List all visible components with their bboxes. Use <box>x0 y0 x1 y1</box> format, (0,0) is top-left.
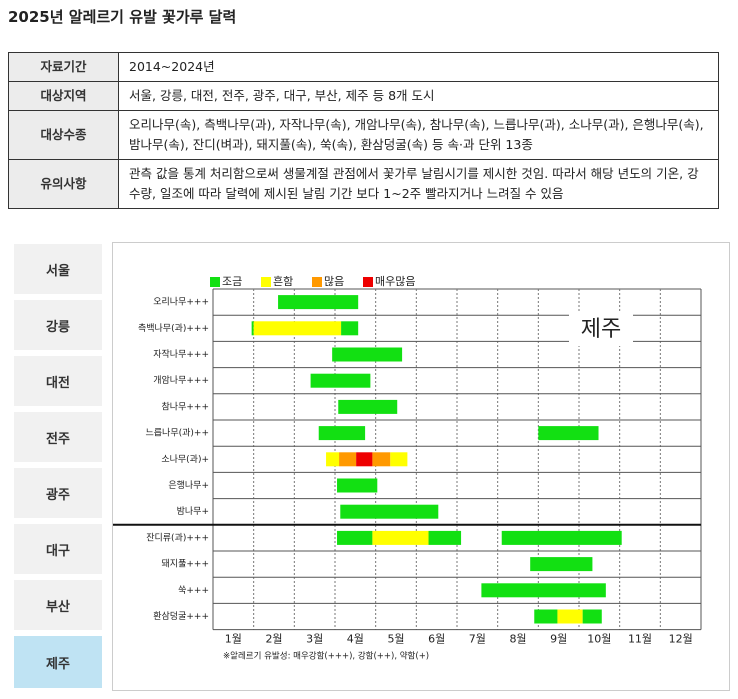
pollen-period <box>534 609 558 624</box>
info-row: 유의사항 관측 값을 통계 처리함으로써 생물계절 관점에서 꽃가루 날림시기를 … <box>8 159 719 209</box>
plant-label: 쑥+++ <box>178 585 209 596</box>
region-tab[interactable]: 대전 <box>14 356 102 406</box>
page-title: 2025년 알레르기 유발 꽃가루 달력 <box>8 8 237 26</box>
plant-label: 잔디류(과)+++ <box>146 532 209 543</box>
info-row: 대상수종 오리나무(속), 측백나무(과), 자작나무(속), 개암나무(속), … <box>8 110 719 160</box>
plant-label: 소나무(과)+ <box>161 454 209 465</box>
region-tab[interactable]: 서울 <box>14 244 102 294</box>
pollen-period <box>356 452 373 467</box>
pollen-period <box>318 426 366 441</box>
info-row: 대상지역 서울, 강릉, 대전, 전주, 광주, 대구, 부산, 제주 등 8개 … <box>8 81 719 111</box>
month-label: 8월 <box>509 633 526 646</box>
region-tab[interactable]: 광주 <box>14 468 102 518</box>
legend-swatch <box>210 277 220 287</box>
info-key: 대상수종 <box>8 110 119 160</box>
plant-label: 밤나무+ <box>177 506 209 517</box>
pollen-period <box>251 321 254 336</box>
region-label: 제주 <box>581 317 621 342</box>
info-key: 대상지역 <box>8 81 119 111</box>
month-label: 7월 <box>469 633 486 646</box>
plant-label: 참나무+++ <box>162 401 209 412</box>
region-tab[interactable]: 부산 <box>14 580 102 630</box>
month-label: 2월 <box>265 633 282 646</box>
month-label: 6월 <box>428 633 445 646</box>
pollen-period <box>501 530 622 545</box>
pollen-period <box>339 452 357 467</box>
pollen-period <box>530 557 593 572</box>
pollen-period <box>481 583 606 598</box>
region-tab[interactable]: 전주 <box>14 412 102 462</box>
plant-label: 환삼덩굴+++ <box>153 610 209 622</box>
month-label: 11월 <box>628 633 652 646</box>
footnote: ※알레르기 유발성: 매우강함(+++), 강함(++), 약함(+) <box>223 651 429 662</box>
plant-label: 자작나무+++ <box>153 349 209 360</box>
plant-label: 돼지풀+++ <box>162 559 209 570</box>
legend-label: 많음 <box>324 275 344 288</box>
plant-label: 오리나무+++ <box>153 297 209 308</box>
plant-label: 개암나무+++ <box>153 374 209 386</box>
info-row: 자료기간 2014~2024년 <box>8 52 719 82</box>
pollen-period <box>337 478 378 493</box>
pollen-period <box>372 530 429 545</box>
month-label: 9월 <box>550 633 567 646</box>
pollen-period <box>538 426 599 441</box>
info-value: 2014~2024년 <box>118 52 719 82</box>
region-tab[interactable]: 강릉 <box>14 300 102 350</box>
month-label: 10월 <box>587 633 611 646</box>
info-key: 자료기간 <box>8 52 119 82</box>
pollen-period <box>310 373 371 388</box>
pollen-period <box>338 399 398 414</box>
region-label-box <box>569 313 633 346</box>
month-label: 12월 <box>669 633 693 646</box>
pollen-period <box>428 530 462 545</box>
pollen-period <box>341 321 359 336</box>
pollen-period <box>390 452 408 467</box>
plant-label: 은행나무+ <box>168 479 209 491</box>
pollen-period <box>372 452 391 467</box>
info-value: 오리나무(속), 측백나무(과), 자작나무(속), 개암나무(속), 참나무(… <box>118 110 719 160</box>
pollen-period <box>337 530 373 545</box>
legend-label: 매우많음 <box>375 275 415 288</box>
info-key: 유의사항 <box>8 159 119 209</box>
info-value: 관측 값을 통계 처리함으로써 생물계절 관점에서 꽃가루 날림시기를 제시한 … <box>118 159 719 209</box>
info-value: 서울, 강릉, 대전, 전주, 광주, 대구, 부산, 제주 등 8개 도시 <box>118 81 719 111</box>
pollen-period <box>557 609 583 624</box>
pollen-period <box>332 347 403 362</box>
plant-label: 측백나무(과)+++ <box>138 323 209 334</box>
legend-swatch <box>312 277 322 287</box>
pollen-period <box>253 321 342 336</box>
info-table: 자료기간 2014~2024년 대상지역 서울, 강릉, 대전, 전주, 광주, 대구… <box>8 52 719 209</box>
region-tab[interactable]: 제주 <box>14 636 102 688</box>
pollen-period <box>582 609 602 624</box>
pollen-period <box>278 295 359 310</box>
month-label: 1월 <box>225 633 242 646</box>
month-label: 4월 <box>347 633 364 646</box>
month-label: 3월 <box>306 633 323 646</box>
legend-swatch <box>363 277 373 287</box>
pollen-period <box>326 452 340 467</box>
legend-swatch <box>261 277 271 287</box>
month-label: 5월 <box>387 633 404 646</box>
pollen-period <box>340 504 439 519</box>
plant-label: 느릅나무(과)++ <box>145 428 209 439</box>
legend-label: 조금 <box>222 275 242 288</box>
region-tab[interactable]: 대구 <box>14 524 102 574</box>
legend-label: 흔함 <box>273 275 293 288</box>
